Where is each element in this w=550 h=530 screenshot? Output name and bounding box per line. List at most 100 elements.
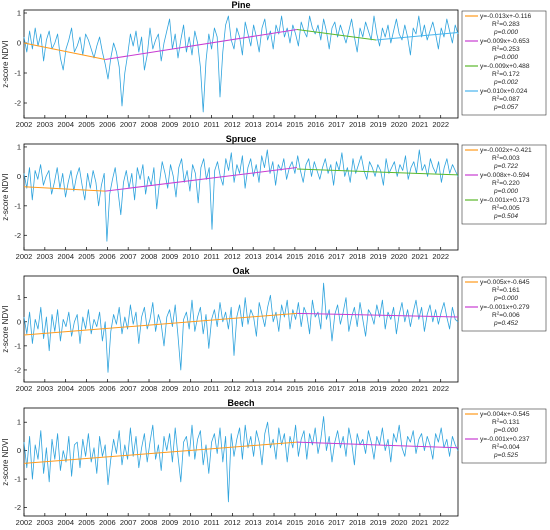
x-tick-label: 2004 <box>57 384 74 393</box>
legend-equation: y=0.004x+-0.545 <box>480 411 530 418</box>
legend-equation: y=0.005x+-0.645 <box>480 279 530 286</box>
x-tick-label: 2014 <box>266 384 283 393</box>
x-tick-label: 2013 <box>245 120 262 129</box>
x-tick-label: 2022 <box>432 518 449 527</box>
y-tick-label: 0 <box>17 446 21 455</box>
x-tick-label: 2002 <box>16 518 33 527</box>
x-tick-label: 2020 <box>391 120 408 129</box>
x-tick-label: 2009 <box>162 120 179 129</box>
panel-beech: Beech z-score NDVI -2 -1 0 1 2002 2003 2004 2005 2… <box>1 398 547 527</box>
y-tick-label: 1 <box>17 9 21 18</box>
y-tick-label: -1 <box>14 341 21 350</box>
trend-line-2 <box>105 167 298 192</box>
x-tick-label: 2017 <box>328 518 345 527</box>
x-tick-label: 2012 <box>224 518 241 527</box>
y-tick-label: 1 <box>17 293 21 302</box>
legend-r2: R2=0.220 <box>492 179 520 188</box>
x-tick-label: 2003 <box>36 518 53 527</box>
x-tick-label: 2018 <box>349 518 366 527</box>
legend-equation: y=-0.013x+-0.116 <box>480 13 532 20</box>
trend-line-1 <box>23 186 106 192</box>
legend-r2: R2=0.131 <box>492 418 520 427</box>
ndvi-series-line <box>23 416 459 503</box>
x-tick-label: 2012 <box>224 384 241 393</box>
panel-title: Pine <box>231 0 250 10</box>
trend-line-3 <box>296 29 377 41</box>
x-tick-label: 2003 <box>36 384 53 393</box>
x-tick-label: 2004 <box>57 252 74 261</box>
y-tick-label: 0 <box>17 172 21 181</box>
x-tick-label: 2005 <box>78 252 95 261</box>
legend-p-value: p=0.000 <box>493 188 518 195</box>
legend-p-value: p=0.002 <box>493 79 518 86</box>
legend-equation: y=-0.002x+-0.421 <box>480 147 532 154</box>
trend-line-3 <box>296 168 459 176</box>
x-tick-label: 2003 <box>36 120 53 129</box>
x-tick-label: 2019 <box>370 120 387 129</box>
x-tick-label: 2014 <box>266 518 283 527</box>
legend-box <box>461 144 547 225</box>
x-tick-label: 2008 <box>141 120 158 129</box>
legend-p-value: p=0.000 <box>493 295 518 302</box>
x-tick-label: 2009 <box>162 252 179 261</box>
legend-p-value: p=0.000 <box>493 54 518 61</box>
legend-equation: y=-0.001x+0.279 <box>480 304 530 311</box>
y-tick-label: -2 <box>14 503 21 512</box>
x-tick-label: 2009 <box>162 384 179 393</box>
x-tick-label: 2011 <box>203 120 219 129</box>
panel-spruce: Spruce z-score NDVI -2 -1 0 1 2002 2003 2004 2005… <box>1 134 547 261</box>
ndvi-series-line <box>23 149 459 242</box>
trend-line-1 <box>23 42 106 60</box>
x-tick-label: 2014 <box>266 120 283 129</box>
legend-box <box>461 276 547 332</box>
x-tick-label: 2005 <box>78 384 95 393</box>
legend-p-value: p=0.000 <box>493 29 518 36</box>
legend: y=-0.013x+-0.116R2=0.283p=0.000y=0.009x+… <box>461 10 547 116</box>
x-tick-label: 2006 <box>99 518 116 527</box>
x-tick-label: 2015 <box>287 518 304 527</box>
x-tick-label: 2007 <box>120 384 137 393</box>
x-tick-label: 2010 <box>182 120 199 129</box>
legend-equation: y=0.008x+-0.594 <box>480 172 530 179</box>
legend-r2: R2=0.003 <box>492 154 520 163</box>
plot-area <box>23 407 459 517</box>
x-tick-label: 2015 <box>287 252 304 261</box>
y-tick-label: 1 <box>17 418 21 427</box>
x-tick-label: 2020 <box>391 384 408 393</box>
x-tick-label: 2018 <box>349 384 366 393</box>
x-tick-label: 2022 <box>432 252 449 261</box>
legend-equation: y=0.009x+-0.653 <box>480 38 530 45</box>
trend-line-2 <box>105 29 298 60</box>
x-tick-label: 2021 <box>412 120 429 129</box>
x-tick-label: 2012 <box>224 120 241 129</box>
legend-r2: R2=0.006 <box>492 311 520 320</box>
x-tick-label: 2009 <box>162 518 179 527</box>
y-tick-label: 1 <box>17 142 21 151</box>
legend-p-value: p=0.525 <box>493 452 518 459</box>
x-tick-label: 2015 <box>287 384 304 393</box>
legend-p-value: p=0.057 <box>493 104 518 111</box>
x-tick-label: 2013 <box>245 518 262 527</box>
legend-r2: R2=0.283 <box>492 20 520 29</box>
x-tick-label: 2020 <box>391 252 408 261</box>
x-tick-label: 2014 <box>266 252 283 261</box>
x-tick-label: 2021 <box>412 252 429 261</box>
x-tick-label: 2017 <box>328 384 345 393</box>
legend-r2: R2=0.161 <box>492 286 520 295</box>
y-tick-label: -1 <box>14 475 21 484</box>
legend-equation: y=-0.001x+0.173 <box>480 197 530 204</box>
plot-area <box>23 9 459 119</box>
y-axis-label: z-score NDVI <box>1 40 10 88</box>
legend-p-value: p=0.722 <box>493 163 518 170</box>
x-tick-label: 2020 <box>391 518 408 527</box>
legend: y=0.004x+-0.545R2=0.131p=0.000y=-0.001x+… <box>461 408 547 464</box>
